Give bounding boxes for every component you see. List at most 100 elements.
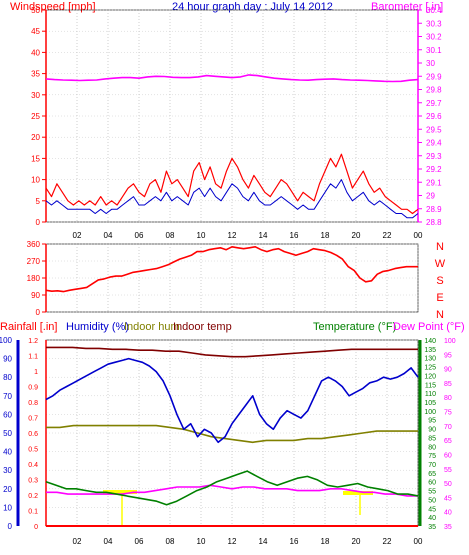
barometer-y-tick-label: 28.9 bbox=[426, 205, 442, 214]
temperature-y-tick-label: 130 bbox=[424, 356, 436, 363]
dewpoint-y-tick-label: 65 bbox=[444, 438, 452, 445]
wind-y-tick-label: 5 bbox=[36, 197, 41, 206]
wind-y-tick-label: 35 bbox=[31, 70, 40, 79]
direction-y-tick-label: 270 bbox=[27, 257, 41, 266]
x-tick-label: 08 bbox=[166, 537, 175, 546]
humidity-y-tick-label: 70 bbox=[3, 392, 12, 401]
temperature-axis-label: Temperature (°F) bbox=[313, 321, 396, 333]
windspeed-axis-label: Windspeed [mph] bbox=[10, 1, 96, 13]
night-marker-bar bbox=[103, 490, 137, 494]
temperature-y-tick-label: 95 bbox=[428, 418, 436, 425]
wind-y-tick-label: 50 bbox=[31, 6, 40, 15]
night-marker-bar bbox=[343, 491, 373, 495]
humidity-y-tick-label: 40 bbox=[3, 448, 12, 457]
compass-label: N bbox=[436, 309, 444, 321]
dewpoint-y-tick-label: 100 bbox=[444, 338, 456, 345]
x-tick-label: 18 bbox=[321, 231, 330, 240]
wind-direction-line bbox=[45, 246, 418, 293]
wind-y-tick-label: 40 bbox=[31, 48, 40, 57]
indoor-temp-line bbox=[46, 346, 418, 358]
temperature-y-tick-label: 105 bbox=[424, 400, 436, 407]
humidity-line bbox=[45, 357, 419, 444]
barometer-y-tick-label: 29.2 bbox=[426, 165, 442, 174]
compass-label: N bbox=[436, 241, 444, 253]
temperature-y-tick-label: 60 bbox=[428, 480, 436, 487]
dewpoint-y-tick-label: 40 bbox=[444, 510, 452, 517]
barometer-y-tick-label: 28.8 bbox=[426, 218, 442, 227]
x-tick-label: 10 bbox=[197, 537, 206, 546]
x-tick-label: 04 bbox=[104, 231, 113, 240]
x-tick-label: 16 bbox=[290, 537, 299, 546]
dewpoint-line bbox=[46, 484, 418, 497]
compass-label: W bbox=[435, 258, 446, 270]
temperature-y-tick-label: 75 bbox=[428, 453, 436, 460]
humidity-y-tick-label: 80 bbox=[3, 373, 12, 382]
wind-y-tick-label: 25 bbox=[31, 112, 40, 121]
dewpoint-y-tick-label: 95 bbox=[444, 352, 452, 359]
temperature-y-tick-label: 65 bbox=[428, 471, 436, 478]
x-tick-label: 10 bbox=[197, 231, 206, 240]
temperature-y-tick-label: 80 bbox=[428, 444, 436, 451]
x-tick-label: 08 bbox=[166, 231, 175, 240]
direction-y-tick-label: 360 bbox=[27, 240, 41, 249]
wind-y-tick-label: 30 bbox=[31, 91, 40, 100]
barometer-y-tick-label: 29 bbox=[426, 192, 435, 201]
dewpoint-y-tick-label: 55 bbox=[444, 467, 452, 474]
temperature-y-tick-label: 140 bbox=[424, 338, 436, 345]
barometer-y-tick-label: 29.4 bbox=[426, 139, 442, 148]
x-tick-label: 06 bbox=[135, 231, 144, 240]
rain-y-tick-label: 0.4 bbox=[28, 462, 38, 469]
wind-y-tick-label: 15 bbox=[31, 154, 40, 163]
rain-y-tick-label: 0.2 bbox=[28, 493, 38, 500]
rain-y-tick-label: 0.3 bbox=[28, 478, 38, 485]
humidity-y-tick-label: 20 bbox=[3, 485, 12, 494]
wind-y-tick-label: 0 bbox=[36, 218, 41, 227]
direction-y-tick-label: 180 bbox=[27, 274, 41, 283]
x-tick-label: 12 bbox=[228, 231, 237, 240]
barometer-y-tick-label: 29.5 bbox=[426, 125, 442, 134]
x-tick-label: 14 bbox=[259, 231, 268, 240]
x-tick-label: 22 bbox=[383, 231, 392, 240]
temperature-y-tick-label: 85 bbox=[428, 435, 436, 442]
temperature-y-tick-label: 125 bbox=[424, 365, 436, 372]
dewpoint-y-tick-label: 35 bbox=[444, 524, 452, 531]
temperature-y-tick-label: 70 bbox=[428, 462, 436, 469]
rain-y-tick-label: 1 bbox=[34, 369, 38, 376]
direction-y-tick-label: 0 bbox=[36, 308, 41, 317]
x-tick-label: 18 bbox=[321, 537, 330, 546]
x-tick-label: 06 bbox=[135, 537, 144, 546]
barometer-y-tick-label: 30 bbox=[426, 59, 435, 68]
barometer-y-tick-label: 29.7 bbox=[426, 99, 442, 108]
humidity-y-tick-label: 60 bbox=[3, 410, 12, 419]
indoor-hum-legend: Indoor hum bbox=[124, 321, 180, 333]
dewpoint-y-tick-label: 85 bbox=[444, 381, 452, 388]
wind-y-tick-label: 10 bbox=[31, 176, 40, 185]
x-tick-label: 04 bbox=[104, 537, 113, 546]
temperature-y-tick-label: 50 bbox=[428, 497, 436, 504]
direction-y-tick-label: 90 bbox=[31, 291, 40, 300]
wind-average-line bbox=[45, 179, 419, 219]
barometer-y-tick-label: 30.1 bbox=[426, 46, 442, 55]
x-tick-label: 16 bbox=[290, 231, 299, 240]
rain-y-tick-label: 0.8 bbox=[28, 400, 38, 407]
compass-label: E bbox=[436, 292, 443, 304]
temperature-line bbox=[45, 470, 419, 506]
rain-y-tick-label: 0.5 bbox=[28, 447, 38, 454]
barometer-y-tick-label: 29.8 bbox=[426, 86, 442, 95]
humidity-y-tick-label: 30 bbox=[3, 466, 12, 475]
wind-y-tick-label: 45 bbox=[31, 27, 40, 36]
x-tick-label: 14 bbox=[259, 537, 268, 546]
temperature-y-tick-label: 100 bbox=[424, 409, 436, 416]
rain-y-tick-label: 1.2 bbox=[28, 338, 38, 345]
barometer-line bbox=[45, 74, 419, 83]
temperature-y-tick-label: 45 bbox=[428, 506, 436, 513]
x-tick-label: 02 bbox=[73, 231, 82, 240]
x-tick-label: 00 bbox=[414, 537, 423, 546]
x-tick-label: 22 bbox=[383, 537, 392, 546]
compass-label: S bbox=[436, 275, 443, 287]
dewpoint-y-tick-label: 80 bbox=[444, 395, 452, 402]
temperature-y-tick-label: 40 bbox=[428, 515, 436, 522]
rain-y-tick-label: 0.9 bbox=[28, 385, 38, 392]
barometer-y-tick-label: 30.2 bbox=[426, 33, 442, 42]
